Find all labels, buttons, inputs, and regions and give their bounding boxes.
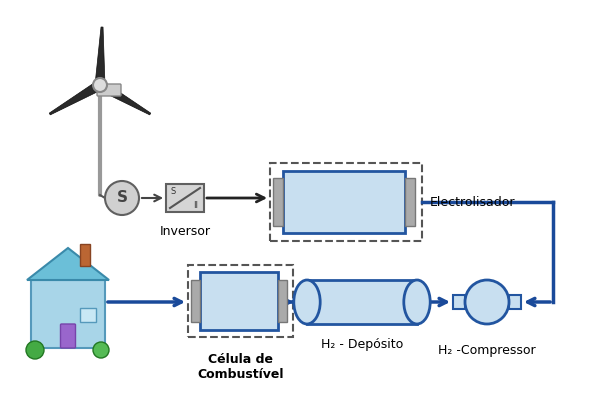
FancyBboxPatch shape: [200, 272, 278, 330]
Circle shape: [26, 341, 44, 359]
FancyBboxPatch shape: [166, 184, 204, 212]
Text: S: S: [116, 191, 127, 206]
Text: H₂ -Compressor: H₂ -Compressor: [438, 344, 536, 357]
Circle shape: [465, 280, 509, 324]
Circle shape: [93, 78, 107, 92]
FancyBboxPatch shape: [509, 295, 521, 309]
Text: Electrolisador: Electrolisador: [430, 196, 516, 208]
FancyBboxPatch shape: [191, 280, 200, 322]
Text: Célula de
Combustível: Célula de Combustível: [197, 353, 284, 381]
FancyBboxPatch shape: [31, 280, 105, 348]
Ellipse shape: [404, 280, 430, 324]
Circle shape: [93, 342, 109, 358]
Text: H₂ - Depósito: H₂ - Depósito: [321, 338, 403, 351]
FancyBboxPatch shape: [278, 280, 287, 322]
Polygon shape: [27, 248, 109, 280]
Polygon shape: [97, 81, 150, 115]
FancyBboxPatch shape: [453, 295, 465, 309]
Polygon shape: [50, 81, 103, 115]
Text: II: II: [194, 200, 198, 210]
FancyBboxPatch shape: [273, 178, 283, 226]
FancyBboxPatch shape: [61, 324, 76, 348]
Ellipse shape: [294, 280, 320, 324]
FancyBboxPatch shape: [283, 171, 405, 233]
Text: S: S: [171, 187, 176, 196]
Circle shape: [105, 181, 139, 215]
FancyBboxPatch shape: [80, 244, 90, 266]
Text: Inversor: Inversor: [159, 225, 211, 238]
FancyBboxPatch shape: [80, 308, 96, 322]
FancyBboxPatch shape: [97, 84, 121, 96]
FancyBboxPatch shape: [405, 178, 415, 226]
Polygon shape: [95, 27, 105, 85]
FancyBboxPatch shape: [307, 280, 417, 324]
